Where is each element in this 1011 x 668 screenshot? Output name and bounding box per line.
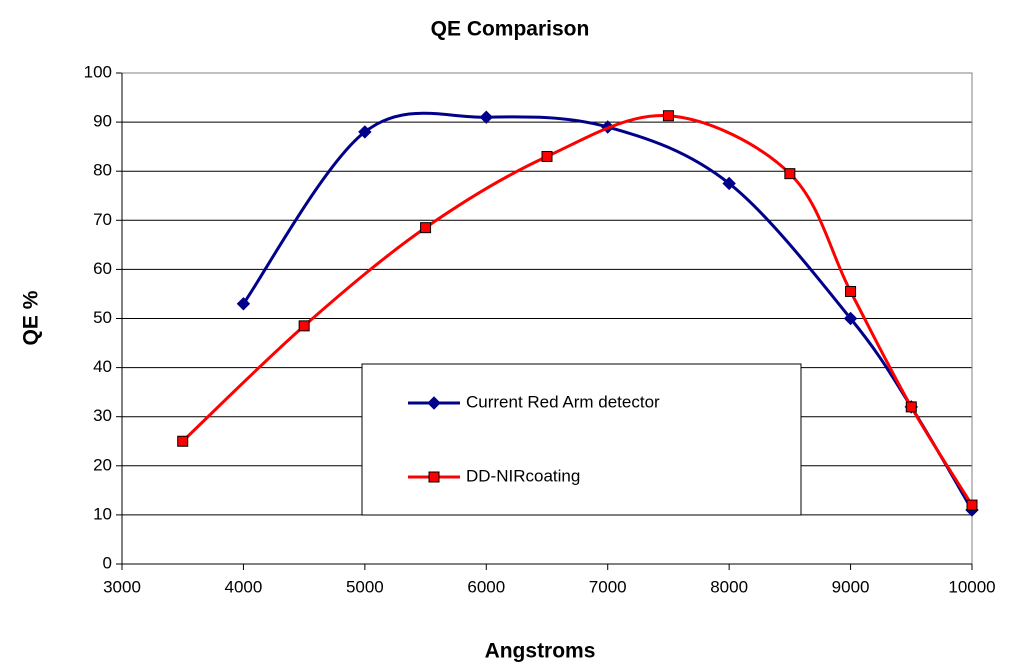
marker [662, 110, 674, 122]
x-tick-label: 8000 [710, 577, 748, 596]
x-axis-label: Angstroms [485, 640, 596, 663]
x-tick-label: 5000 [346, 577, 384, 596]
marker [722, 176, 736, 191]
marker [427, 396, 441, 410]
y-tick-label: 10 [93, 504, 112, 523]
marker [541, 150, 553, 162]
y-tick-label: 100 [84, 62, 112, 81]
marker [358, 125, 372, 139]
marker [843, 311, 858, 326]
x-tick-label: 10000 [948, 577, 995, 596]
x-tick-label: 3000 [103, 577, 141, 596]
y-tick-label: 40 [93, 357, 112, 376]
marker [298, 320, 310, 332]
legend-label: DD-NIRcoating [466, 466, 580, 485]
marker [177, 435, 189, 447]
marker [784, 168, 796, 180]
marker [905, 401, 917, 413]
marker [236, 297, 251, 311]
chart-title: QE Comparison [431, 18, 590, 41]
x-tick-label: 4000 [225, 577, 263, 596]
y-tick-label: 20 [93, 455, 112, 474]
y-tick-label: 90 [93, 112, 112, 131]
y-tick-label: 30 [93, 406, 112, 425]
marker [845, 285, 857, 297]
x-tick-label: 7000 [589, 577, 627, 596]
marker [428, 471, 440, 483]
x-tick-label: 9000 [832, 577, 870, 596]
y-tick-label: 80 [93, 161, 112, 180]
y-tick-label: 50 [93, 308, 112, 327]
y-tick-label: 70 [93, 210, 112, 229]
y-axis-label: QE % [20, 290, 43, 345]
y-tick-label: 0 [103, 553, 112, 572]
legend [361, 363, 802, 516]
marker [479, 110, 493, 124]
marker [420, 222, 432, 234]
y-tick-label: 60 [93, 259, 112, 278]
x-tick-label: 6000 [467, 577, 505, 596]
legend-label: Current Red Arm detector [466, 392, 660, 411]
marker [966, 499, 978, 511]
